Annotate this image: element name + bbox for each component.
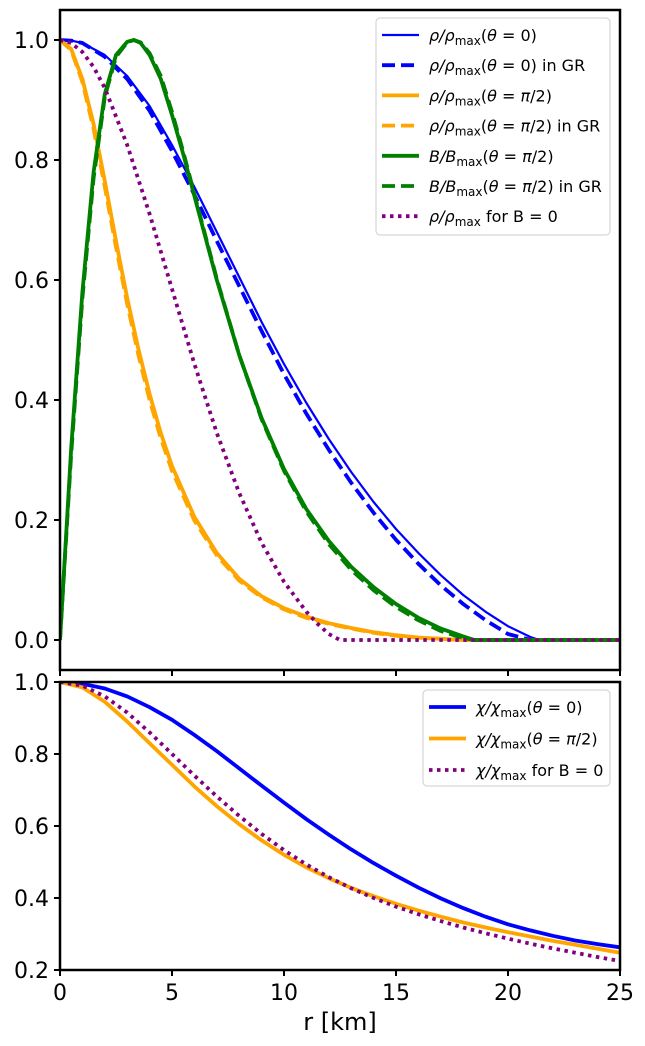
- legend-label-chi-chimax-for-b-0: χ/χmax for B = 0: [475, 761, 603, 783]
- bottom-legend: χ/χmax(θ = 0) χ/χmax(θ = π/2) χ/χmax for B…: [422, 689, 611, 787]
- legend-label-chi-chimax-theta-pi-2: χ/χmax(θ = π/2): [475, 730, 598, 752]
- y-tick-label: 0.6: [14, 815, 49, 840]
- legend-label-b-bmax-theta-pi-2-in-gr: B/Bmax(θ = π/2) in GR: [429, 177, 602, 199]
- bottom-series-group: [60, 682, 620, 963]
- legend-box: [422, 689, 611, 787]
- x-tick-label: 5: [165, 981, 179, 1006]
- legend-label-rho-rhomax-theta-0-in-gr: ρ/ρmax(θ = 0) in GR: [429, 56, 585, 78]
- legend-label-rho-rhomax-theta-pi-2: ρ/ρmax(θ = π/2): [429, 86, 552, 108]
- bottom-panel: 0 5 10 15 20 250.20.40.60.81.0χ/χmax(θ = 0)χ/…: [14, 671, 634, 1006]
- y-tick-label: 0.4: [14, 887, 49, 912]
- y-tick-label: 0.8: [14, 743, 49, 768]
- x-axis-label: r [km]: [303, 1008, 377, 1036]
- legend-label-rho-rhomax-for-b-0: ρ/ρmax for B = 0: [429, 207, 558, 229]
- y-tick-label: 0.2: [14, 509, 49, 534]
- y-tick-label: 1.0: [14, 671, 49, 696]
- x-tick-label: 10: [270, 981, 298, 1006]
- y-tick-label: 0.2: [14, 959, 49, 984]
- x-tick-label: 0: [53, 981, 67, 1006]
- series-line-rho-rhomax-theta-0-in-gr: [60, 38, 620, 642]
- x-tick-label: 15: [382, 981, 410, 1006]
- series-line-chi-chimax-theta-pi-2: [60, 682, 620, 955]
- series-line-chi-chimax-for-b-0: [60, 682, 620, 963]
- top-legend: ρ/ρmax(θ = 0) ρ/ρmax(θ = 0) in GR ρ/ρmax(θ…: [375, 17, 611, 236]
- series-line-chi-chimax-theta-0: [60, 682, 620, 950]
- legend-label-rho-rhomax-theta-pi-2-in-gr: ρ/ρmax(θ = π/2) in GR: [429, 117, 600, 139]
- legend-box: [375, 17, 611, 236]
- top-axes-frame: [58, 8, 622, 672]
- legend-label-rho-rhomax-theta-0: ρ/ρmax(θ = 0): [429, 26, 537, 48]
- y-tick-label: 0.0: [14, 629, 49, 654]
- y-tick-label: 0.4: [14, 389, 49, 414]
- legend-label-chi-chimax-theta-0: χ/χmax(θ = 0): [475, 698, 583, 720]
- legend-label-b-bmax-theta-pi-2: B/Bmax(θ = π/2): [429, 147, 554, 169]
- series-line-b-bmax-theta-pi-2-in-gr: [60, 38, 620, 642]
- x-tick-label: 25: [606, 981, 634, 1006]
- x-tick-label: 20: [494, 981, 522, 1006]
- y-tick-label: 0.6: [14, 269, 49, 294]
- y-tick-label: 1.0: [14, 29, 49, 54]
- top-panel: 0.00.20.40.60.81.0 ρ/ρmax(θ = 0)ρ/ρmax(θ …: [14, 8, 622, 676]
- series-line-rho-rhomax-theta-0: [60, 38, 620, 642]
- top-series-group: [60, 38, 620, 642]
- y-tick-label: 0.8: [14, 149, 49, 174]
